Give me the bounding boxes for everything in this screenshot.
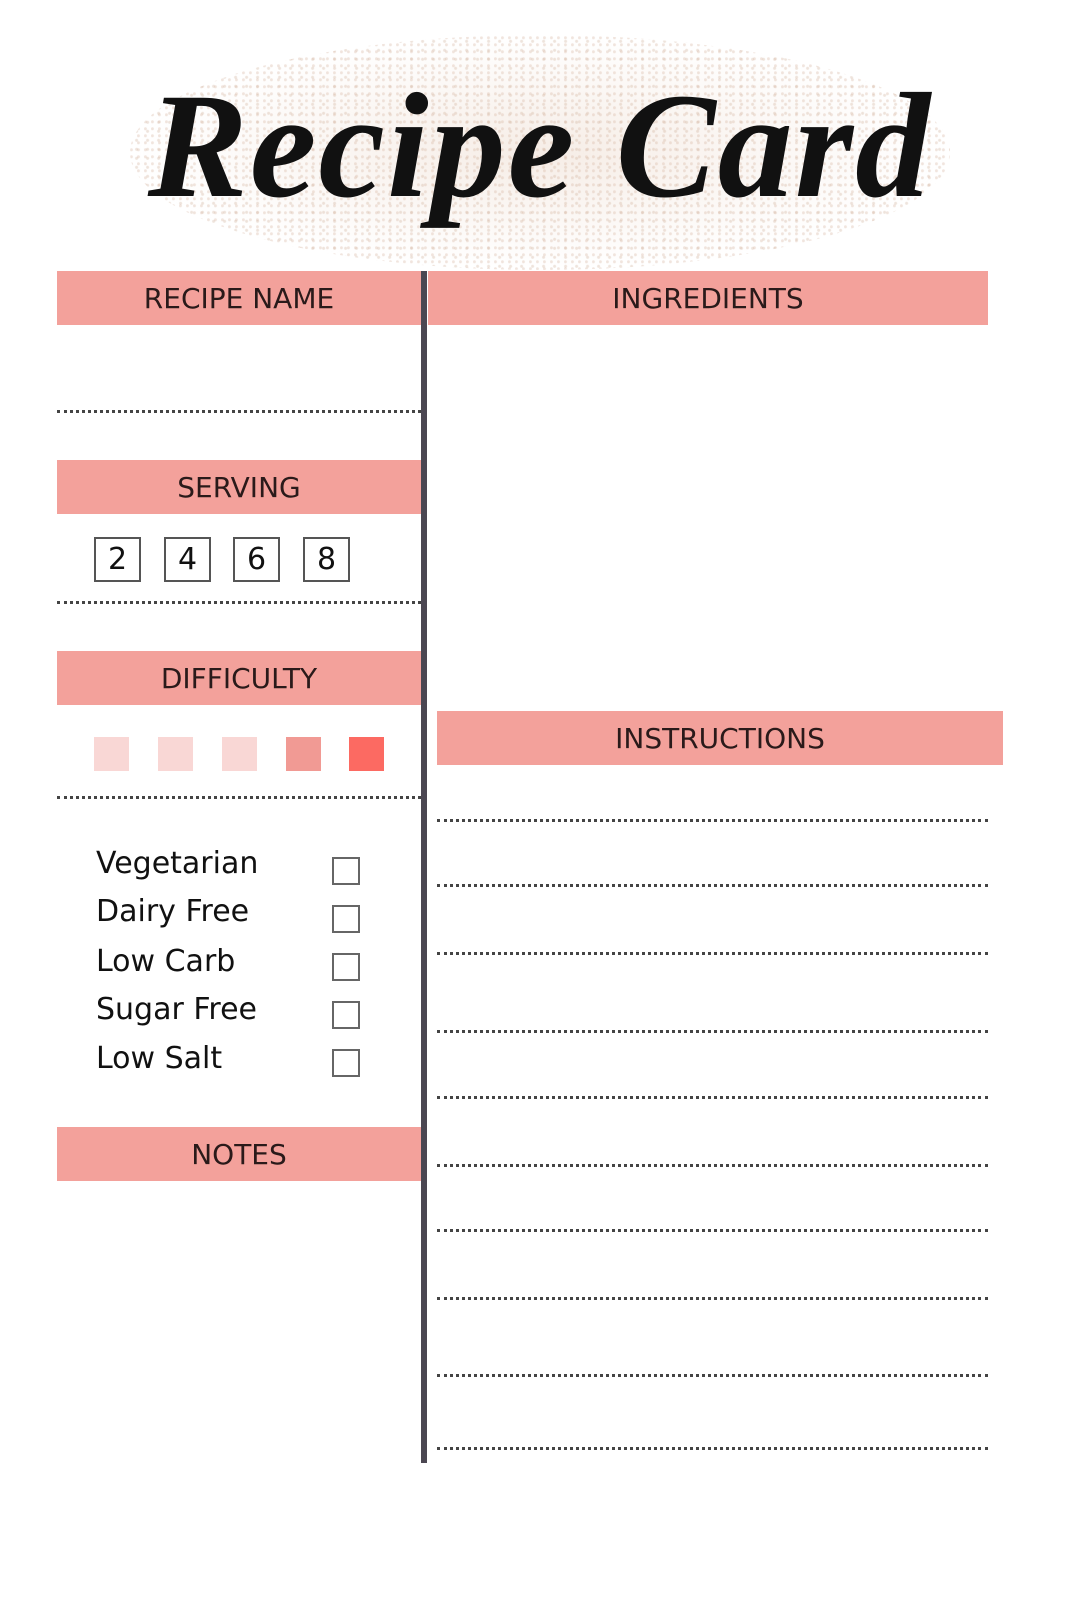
instruction-line[interactable]	[437, 1297, 988, 1300]
page-title: Recipe Card	[147, 63, 933, 229]
instruction-line[interactable]	[437, 1164, 988, 1167]
instruction-line[interactable]	[437, 1229, 988, 1232]
serving-option-6[interactable]: 6	[233, 537, 280, 582]
dietary-label: Low Salt	[96, 1041, 223, 1076]
dietary-label: Dairy Free	[96, 894, 250, 929]
recipe-name-header: RECIPE NAME	[57, 271, 421, 325]
difficulty-level-4[interactable]	[286, 737, 321, 771]
vegetarian-checkbox[interactable]	[332, 857, 360, 885]
serving-divider	[57, 601, 421, 604]
serving-option-4[interactable]: 4	[164, 537, 211, 582]
difficulty-divider	[57, 796, 421, 799]
ingredients-header: INGREDIENTS	[428, 271, 988, 325]
low-salt-checkbox[interactable]	[332, 1049, 360, 1077]
column-divider	[421, 271, 427, 1463]
dietary-label: Low Carb	[96, 944, 236, 979]
difficulty-level-2[interactable]	[158, 737, 193, 771]
dietary-label: Vegetarian	[96, 846, 259, 881]
difficulty-header: DIFFICULTY	[57, 651, 421, 705]
instruction-line[interactable]	[437, 819, 988, 822]
instruction-line[interactable]	[437, 1374, 988, 1377]
serving-option-8[interactable]: 8	[303, 537, 350, 582]
serving-option-2[interactable]: 2	[94, 537, 141, 582]
low-carb-checkbox[interactable]	[332, 953, 360, 981]
serving-header: SERVING	[57, 460, 421, 514]
difficulty-level-3[interactable]	[222, 737, 257, 771]
instruction-line[interactable]	[437, 952, 988, 955]
instruction-line[interactable]	[437, 1030, 988, 1033]
instruction-line[interactable]	[437, 1096, 988, 1099]
notes-header: NOTES	[57, 1127, 421, 1181]
instruction-line[interactable]	[437, 1447, 988, 1450]
difficulty-level-1[interactable]	[94, 737, 129, 771]
instructions-header: INSTRUCTIONS	[437, 711, 1003, 765]
recipe-name-line[interactable]	[57, 410, 421, 413]
title-background-splash	[130, 35, 950, 270]
sugar-free-checkbox[interactable]	[332, 1001, 360, 1029]
dietary-label: Sugar Free	[96, 992, 258, 1027]
dairy-free-checkbox[interactable]	[332, 905, 360, 933]
difficulty-level-5[interactable]	[349, 737, 384, 771]
instruction-line[interactable]	[437, 884, 988, 887]
